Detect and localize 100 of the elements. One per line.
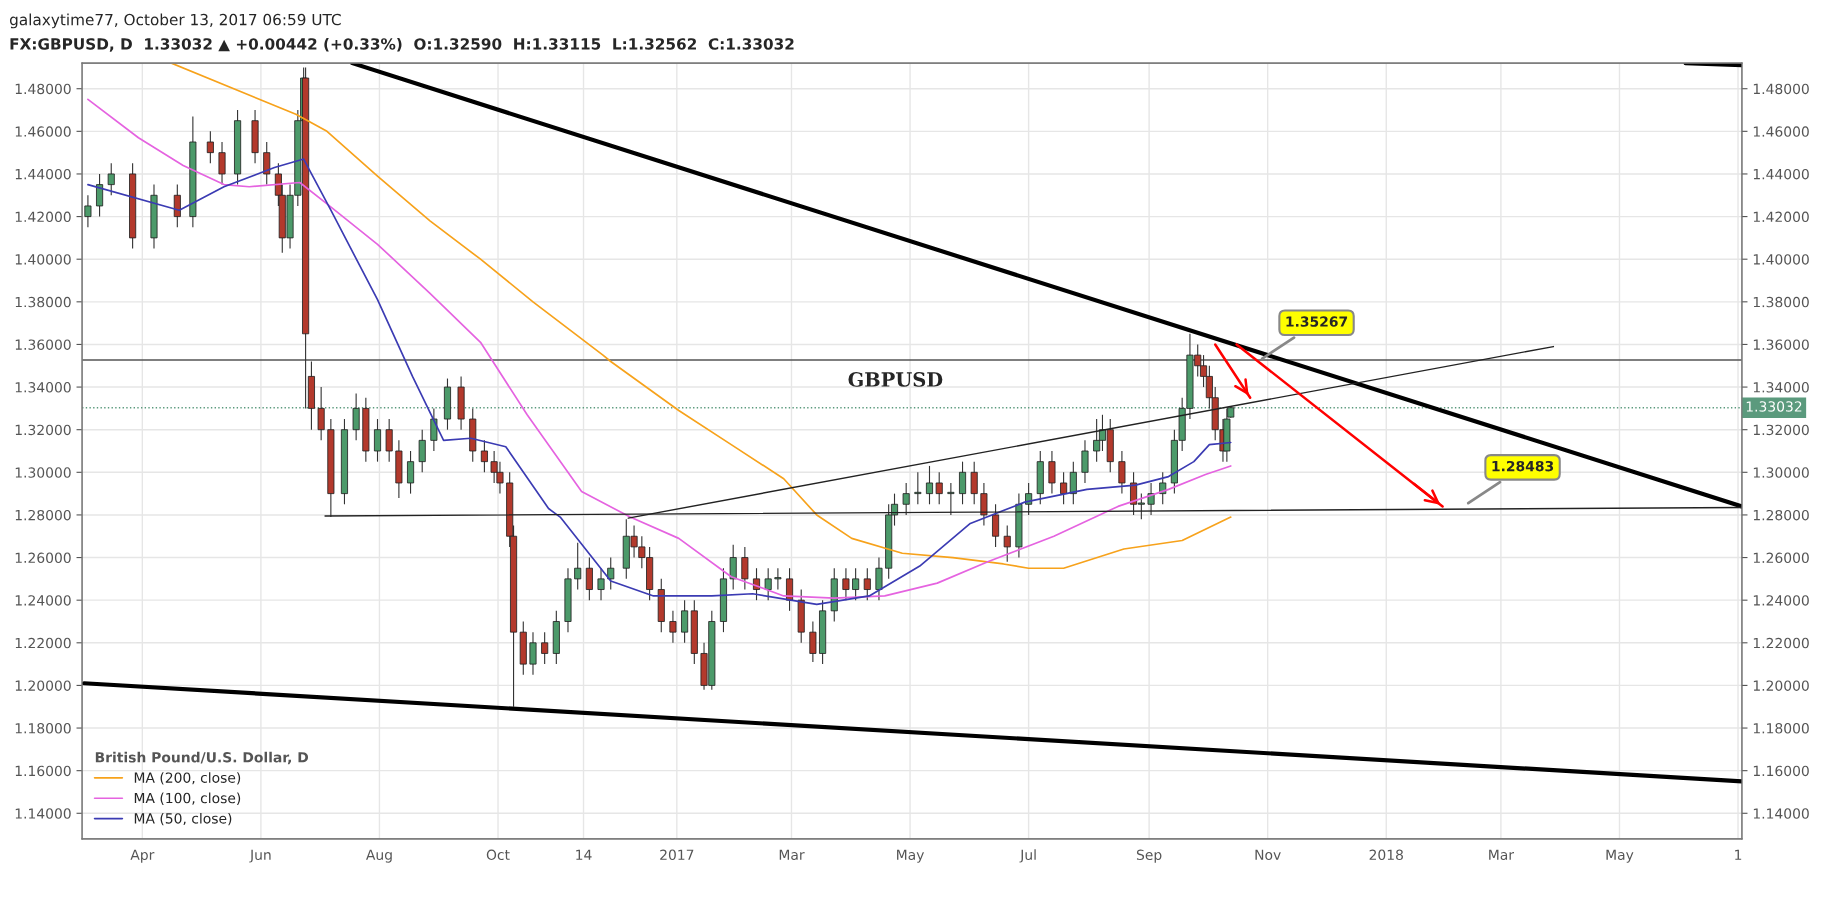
y-tick-label: 1.26000: [15, 552, 71, 564]
x-tick-label: Jun: [249, 849, 271, 863]
y-tick-label: 1.28000: [15, 509, 71, 521]
candlestick: [669, 610, 677, 644]
x-tick-label: Apr: [130, 849, 155, 863]
candlestick: [774, 567, 782, 591]
candlestick: [173, 184, 181, 228]
y-tick-label: 1.30000: [15, 467, 71, 478]
y-tick-label: 1.42000: [15, 211, 71, 223]
candlestick: [1081, 439, 1089, 484]
y-tick-label: 1.24000: [15, 595, 71, 606]
candlestick: [206, 130, 214, 164]
candlestick: [107, 162, 115, 196]
candlestick: [970, 461, 978, 505]
y2-tick-label: 1.36000: [1753, 339, 1809, 350]
line-series: [170, 63, 1232, 570]
y2-tick-label: 1.38000: [1753, 296, 1809, 308]
y2-tick-label: 1.24000: [1753, 595, 1809, 606]
candlestick: [875, 556, 883, 601]
y2-tick-label: 1.22000: [1753, 637, 1809, 649]
y-tick-label: 1.38000: [15, 296, 71, 308]
candlestick: [935, 471, 943, 505]
x-tick-label: May: [1606, 849, 1634, 863]
candlestick: [96, 173, 104, 218]
y-tick-label: 1.46000: [15, 126, 71, 137]
candlestick: [430, 407, 438, 452]
candlestick: [317, 386, 325, 441]
candlestick: [218, 141, 226, 186]
candlestick: [852, 567, 860, 601]
x-tick-label: Oct: [486, 849, 510, 861]
x-tick-label: Sep: [1136, 849, 1162, 863]
y-tick-label: 1.44000: [15, 168, 71, 180]
y2-tick-label: 1.40000: [1753, 254, 1809, 265]
legend-label: MA (50, close): [134, 812, 232, 826]
y2-tick-label: 1.48000: [1753, 83, 1809, 95]
y2-tick-label: 1.46000: [1753, 126, 1809, 137]
y-tick-label: 1.32000: [15, 424, 71, 436]
ref-line-label: 1.33032: [1746, 401, 1802, 412]
y-tick-label: 1.16000: [15, 765, 71, 777]
candlestick: [842, 567, 850, 601]
y2-tick-label: 1.44000: [1753, 168, 1809, 180]
x-tick-label: May: [897, 849, 924, 863]
candlestick: [352, 392, 360, 441]
candlestick: [1003, 525, 1011, 563]
candlestick: [263, 141, 271, 186]
x-tick-label: 2017: [660, 849, 694, 861]
x-tick-label: 1: [1735, 849, 1742, 860]
candlestick: [407, 450, 415, 495]
y-tick-label: 1.20000: [15, 680, 71, 691]
y-tick-label: 1.34000: [15, 382, 71, 393]
annotation: 1.28483: [1492, 460, 1554, 472]
candlestick: [729, 544, 737, 591]
candlestick: [681, 599, 689, 644]
candlestick: [373, 418, 382, 463]
y2-tick-label: 1.34000: [1753, 382, 1809, 393]
y2-tick-label: 1.26000: [1753, 552, 1809, 564]
legend-label: MA (200, close): [134, 772, 241, 785]
candlestick: [1069, 461, 1077, 505]
candlestick: [764, 567, 772, 601]
y2-tick-label: 1.14000: [1753, 808, 1809, 819]
y2-tick-label: 1.20000: [1753, 680, 1809, 691]
candlestick: [607, 556, 615, 591]
candlestick: [925, 465, 934, 505]
x-tick-label: Nov: [1255, 849, 1281, 861]
candlestick: [1118, 450, 1126, 495]
x-tick-label: Mar: [1489, 849, 1515, 861]
legend-title: British Pound/U.S. Dollar, D: [95, 751, 309, 765]
candlestick: [585, 556, 593, 601]
y2-tick-label: 1.30000: [1753, 467, 1809, 478]
candlestick: [809, 620, 817, 663]
candlestick: [541, 631, 549, 665]
candlestick: [597, 567, 605, 601]
annotation: 1.35267: [1286, 316, 1348, 327]
candlestick: [959, 461, 967, 505]
candlestick: [741, 546, 749, 591]
y-tick-label: 1.14000: [15, 808, 71, 819]
annotation: GBPUSD: [848, 372, 943, 387]
y-tick-label: 1.18000: [15, 723, 71, 734]
y-tick-label: 1.36000: [15, 339, 71, 350]
y2-tick-label: 1.16000: [1753, 765, 1809, 777]
chart-subtitle: FX:GBPUSD, D 1.33032 ▲ +0.00442 (+0.33%) O:1.32590 H:1.33115 L:1.32562 C:1.33032: [10, 37, 794, 52]
y2-tick-label: 1.32000: [1753, 424, 1809, 436]
candlestick: [863, 567, 871, 601]
candlestick: [529, 631, 537, 676]
candlestick: [480, 439, 488, 473]
x-tick-label: 2018: [1369, 849, 1403, 861]
candlestick: [418, 429, 426, 473]
candlestick: [1048, 450, 1056, 495]
candlestick: [1060, 471, 1068, 505]
y2-tick-label: 1.42000: [1753, 211, 1809, 223]
candlestick: [84, 194, 92, 228]
y-tick-label: 1.40000: [15, 254, 71, 265]
x-tick-label: Jul: [1019, 849, 1036, 863]
x-tick-label: Mar: [779, 849, 805, 861]
x-tick-label: Aug: [366, 849, 392, 863]
candlestick: [574, 542, 582, 591]
y-tick-label: 1.48000: [15, 83, 71, 95]
y2-tick-label: 1.18000: [1753, 723, 1809, 734]
y-tick-label: 1.22000: [15, 637, 71, 649]
legend-label: MA (100, close): [134, 792, 241, 805]
